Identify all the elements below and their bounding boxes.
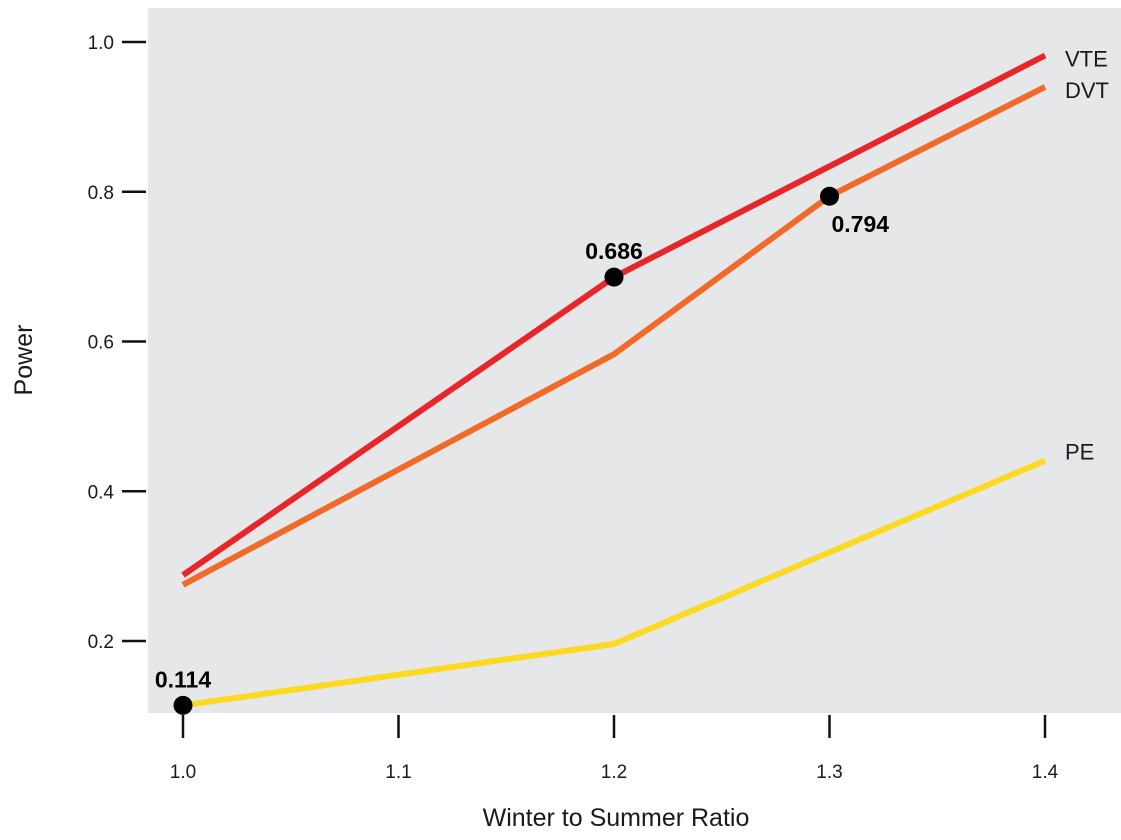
series-label-dvt: DVT — [1065, 78, 1109, 103]
x-tick-label-1-4: 1.4 — [1032, 762, 1059, 783]
y-tick-label-0-8: 0.8 — [88, 183, 114, 204]
data-label-0-686: 0.686 — [585, 238, 643, 264]
plot-background — [148, 8, 1121, 713]
y-tick-label-0-2: 0.2 — [88, 632, 114, 653]
y-tick-label-0-4: 0.4 — [88, 482, 115, 503]
series-label-vte: VTE — [1065, 46, 1108, 71]
x-tick-label-1-3: 1.3 — [816, 762, 842, 783]
highlighted-points: 0.686 0.794 0.114 — [155, 186, 890, 715]
data-point-0-794 — [820, 186, 839, 206]
series-label-pe: PE — [1065, 440, 1094, 465]
series-line-pe — [182, 457, 1047, 709]
y-axis: 0.2 0.4 0.6 0.8 1.0 — [88, 33, 146, 653]
data-point-0-114 — [173, 695, 193, 715]
series-line-dvt — [181, 84, 1047, 588]
x-tick-label-1-0: 1.0 — [170, 762, 196, 783]
series-labels: VTE DVT PE — [1065, 46, 1109, 464]
y-tick-label-0-6: 0.6 — [88, 333, 114, 354]
x-axis-title: Winter to Summer Ratio — [483, 804, 750, 832]
x-tick-label-1-2: 1.2 — [601, 762, 627, 783]
data-label-0-794: 0.794 — [832, 211, 890, 237]
data-point-0-686 — [604, 267, 624, 287]
x-axis: 1.0 1.1 1.2 1.3 1.4 — [170, 715, 1059, 783]
x-tick-label-1-1: 1.1 — [385, 762, 411, 783]
y-tick-label-1-0: 1.0 — [88, 33, 114, 54]
y-axis-title: Power — [10, 325, 38, 396]
data-label-0-114: 0.114 — [155, 666, 211, 692]
